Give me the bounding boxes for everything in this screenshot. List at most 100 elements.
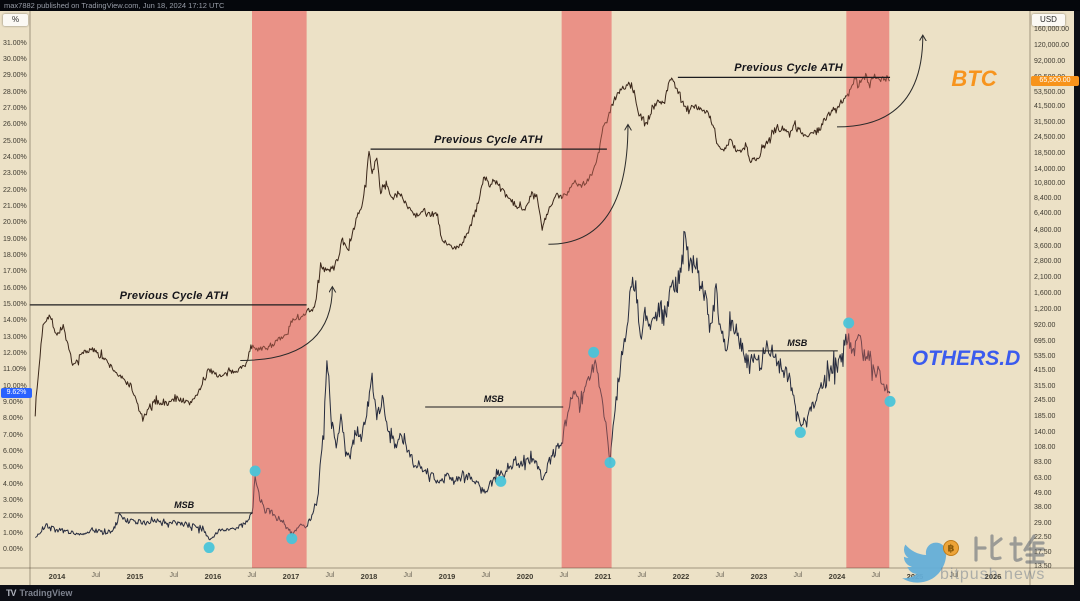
ath-label-3: Previous Cycle ATH bbox=[734, 62, 843, 75]
time-tick-jul: Jul bbox=[715, 572, 725, 579]
right-axis-tick: 41,500.00 bbox=[1034, 103, 1066, 111]
time-tick-jul: Jul bbox=[403, 572, 413, 579]
left-axis-tick: 10.00% bbox=[3, 382, 27, 390]
left-axis-tick: 0.00% bbox=[3, 546, 23, 553]
time-tick-year: 2018 bbox=[360, 572, 378, 581]
left-axis-tick: 8.00% bbox=[3, 415, 23, 423]
others-d-series-label: OTHERS.D bbox=[911, 347, 1021, 370]
right-axis-tick: 6,400.00 bbox=[1034, 210, 1062, 218]
left-axis-tick: 24.00% bbox=[3, 154, 27, 162]
left-axis-tick: 25.00% bbox=[3, 137, 27, 145]
bitpush-watermark: ฿ bitpush.news bbox=[880, 528, 1075, 594]
left-axis-tick: 13.00% bbox=[3, 333, 27, 341]
usd-unit-button[interactable]: USD bbox=[1032, 14, 1065, 26]
right-usd-scale[interactable]: 160,000.00120,000.0092,000.0069,500.0053… bbox=[1030, 11, 1074, 585]
time-tick-year: 2019 bbox=[438, 572, 456, 581]
time-tick-jul: Jul bbox=[247, 572, 257, 579]
left-axis-tick: 6.00% bbox=[3, 448, 23, 456]
right-axis-tick: 14,000.00 bbox=[1034, 165, 1066, 173]
right-axis-tick: 17.50 bbox=[1034, 548, 1052, 556]
right-axis-tick: 24,500.00 bbox=[1034, 133, 1066, 141]
right-axis-tick: 10,800.00 bbox=[1034, 180, 1066, 188]
time-tick-jul: Jul bbox=[793, 572, 803, 579]
time-tick-jul: Jul bbox=[325, 572, 335, 579]
percent-unit-button[interactable]: % bbox=[3, 14, 28, 26]
footer-bar: TV TradingView bbox=[0, 585, 1080, 601]
btc-series-label: BTC bbox=[951, 66, 997, 91]
time-tick-jul: Jul bbox=[871, 572, 881, 579]
right-axis-tick: 22.50 bbox=[1034, 534, 1052, 542]
time-tick-year: 2026 bbox=[984, 572, 1002, 581]
left-axis-tick: 22.00% bbox=[3, 186, 27, 194]
right-axis-tick: 2,100.00 bbox=[1034, 274, 1062, 282]
right-axis-tick: 92,000.00 bbox=[1034, 57, 1066, 65]
left-axis-tick: 12.00% bbox=[3, 350, 27, 358]
right-axis-tick: 535.00 bbox=[1034, 352, 1056, 360]
left-axis-tick: 18.00% bbox=[3, 252, 27, 260]
time-tick-year: 2016 bbox=[204, 572, 222, 581]
right-axis-tick: 4,800.00 bbox=[1034, 226, 1062, 234]
right-axis-tick: 8,400.00 bbox=[1034, 194, 1062, 202]
left-axis-tick: 26.00% bbox=[3, 121, 27, 129]
right-axis-tick: 13.50 bbox=[1034, 563, 1052, 571]
right-axis-tick: 3,600.00 bbox=[1034, 243, 1062, 251]
msb-label-2: MSB bbox=[483, 393, 504, 404]
publish-info: max7882 published on TradingView.com, Ju… bbox=[4, 1, 225, 10]
left-axis-tick: 23.00% bbox=[3, 170, 27, 178]
left-axis-tick: 14.00% bbox=[3, 317, 27, 325]
btc-last-price-badge: 65,500.00 bbox=[1031, 76, 1079, 87]
right-axis-tick: 1,600.00 bbox=[1034, 289, 1062, 297]
right-axis-tick: 18,500.00 bbox=[1034, 149, 1066, 157]
right-axis-tick: 245.00 bbox=[1034, 397, 1056, 405]
right-axis-tick: 38.00 bbox=[1034, 504, 1052, 512]
right-axis-tick: 920.00 bbox=[1034, 321, 1056, 329]
left-axis-tick: 19.00% bbox=[3, 235, 27, 243]
right-axis-tick: 160,000.00 bbox=[1034, 26, 1070, 33]
bitpush-domain-watermark: bitpush.news bbox=[940, 566, 1046, 583]
twitter-bird-icon bbox=[902, 542, 952, 583]
right-axis-tick: 1,200.00 bbox=[1034, 306, 1062, 314]
tradingview-logo-text[interactable]: TradingView bbox=[19, 588, 73, 598]
ath-label-2: Previous Cycle ATH bbox=[433, 134, 543, 147]
left-axis-tick: 11.00% bbox=[3, 366, 27, 374]
right-axis-tick: 140.00 bbox=[1034, 429, 1056, 437]
right-axis-tick: 49.00 bbox=[1034, 489, 1052, 497]
time-tick-jul: Jul bbox=[949, 572, 959, 579]
others-d-last-value-badge: 9.62% bbox=[1, 387, 32, 398]
right-axis-tick: 83.00 bbox=[1034, 459, 1052, 467]
publish-info-bar: max7882 published on TradingView.com, Ju… bbox=[0, 0, 1080, 11]
left-axis-tick: 1.00% bbox=[3, 529, 23, 537]
left-axis-tick: 9.00% bbox=[3, 399, 23, 407]
left-axis-tick: 17.00% bbox=[3, 268, 27, 276]
right-axis-tick: 31,500.00 bbox=[1034, 119, 1066, 127]
left-axis-tick: 29.00% bbox=[3, 72, 27, 80]
svg-text:฿: ฿ bbox=[948, 544, 955, 555]
left-percent-scale[interactable]: 31.00% 30.00% 29.00% 28.00% 27.00% 26.00% 25.0… bbox=[0, 11, 30, 585]
right-axis-tick: 2,800.00 bbox=[1034, 257, 1062, 265]
left-axis-tick: 3.00% bbox=[3, 497, 23, 504]
tradingview-logo-icon[interactable]: TV bbox=[6, 588, 16, 598]
time-tick-year: 2021 bbox=[594, 572, 612, 581]
bitcoin-coin-icon: ฿ bbox=[943, 540, 959, 556]
left-axis-tick: 31.00% bbox=[3, 39, 27, 47]
time-tick-year: 2024 bbox=[828, 572, 846, 581]
ath-label-1: Previous Cycle ATH bbox=[119, 289, 229, 302]
time-tick-jul: Jul bbox=[169, 572, 179, 579]
msb-label-3: MSB bbox=[787, 337, 808, 348]
time-tick-year: 2020 bbox=[516, 572, 534, 581]
time-tick-jul: Jul bbox=[637, 572, 647, 579]
right-axis-tick: 63.00 bbox=[1034, 475, 1052, 483]
left-axis-tick: 2.00% bbox=[3, 513, 23, 521]
left-axis-tick: 27.00% bbox=[3, 105, 27, 113]
left-axis-tick: 28.00% bbox=[3, 88, 27, 96]
bitpush-cjk-watermark bbox=[974, 534, 1045, 564]
right-axis-tick: 185.00 bbox=[1034, 413, 1056, 421]
time-tick-jul: Jul bbox=[481, 572, 491, 579]
right-axis-tick: 695.00 bbox=[1034, 337, 1056, 345]
right-axis-tick: 315.00 bbox=[1034, 382, 1056, 390]
time-tick-year: 2017 bbox=[282, 572, 300, 581]
time-tick-year: 2014 bbox=[48, 572, 66, 581]
msb-label-1: MSB bbox=[174, 499, 195, 510]
left-axis-tick: 20.00% bbox=[3, 219, 27, 227]
